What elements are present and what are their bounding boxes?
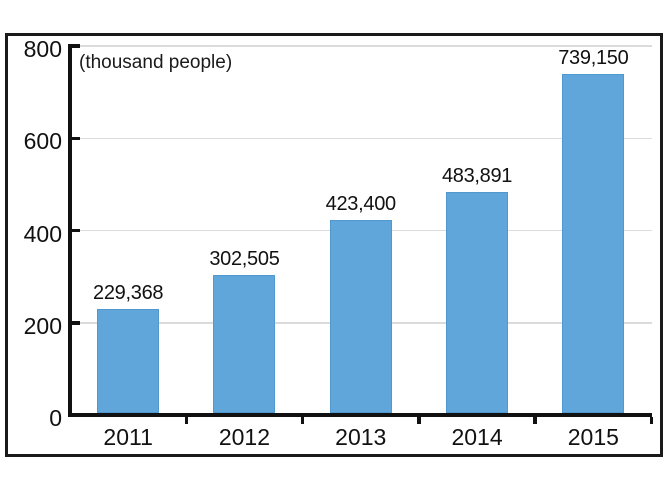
x-tick-mark: [649, 416, 654, 425]
y-tick-label: 600: [23, 128, 62, 155]
x-tick-mark: [417, 416, 421, 425]
y-tick-label: 0: [49, 405, 62, 431]
bar-value-label: 483,891: [441, 164, 513, 187]
x-tick-mark: [533, 416, 537, 425]
bar-2013: [329, 219, 392, 414]
x-tick-mark: [184, 416, 189, 425]
y-tick-mark: [70, 44, 80, 48]
gridline: [70, 137, 652, 139]
y-tick-mark: [70, 136, 80, 140]
bar-2012: [213, 275, 276, 414]
bar-value-label: 302,505: [209, 248, 280, 271]
bar-value-label: 739,150: [558, 47, 629, 70]
x-tick-mark: [300, 416, 305, 425]
y-tick-label: 400: [23, 220, 62, 247]
y-tick-mark: [70, 228, 80, 233]
y-tick-label: 800: [23, 36, 62, 62]
bar-2014: [446, 191, 509, 414]
x-axis-line: [68, 413, 652, 417]
x-tick-label: 2013: [335, 424, 387, 450]
bar-value-label: 229,368: [93, 282, 164, 305]
x-tick-label: 2015: [567, 424, 619, 450]
x-tick-label: 2011: [103, 424, 153, 450]
x-tick-label: 2014: [451, 424, 503, 450]
bar-2015: [562, 74, 625, 414]
bar-2011: [97, 309, 160, 414]
y-axis-unit-label: (thousand people): [79, 52, 233, 73]
bar-value-label: 423,400: [325, 192, 397, 215]
y-tick-mark: [70, 321, 80, 325]
gridline: [70, 45, 652, 47]
y-axis-line: [68, 44, 72, 417]
y-tick-label: 200: [23, 312, 62, 339]
x-tick-label: 2012: [218, 424, 271, 450]
